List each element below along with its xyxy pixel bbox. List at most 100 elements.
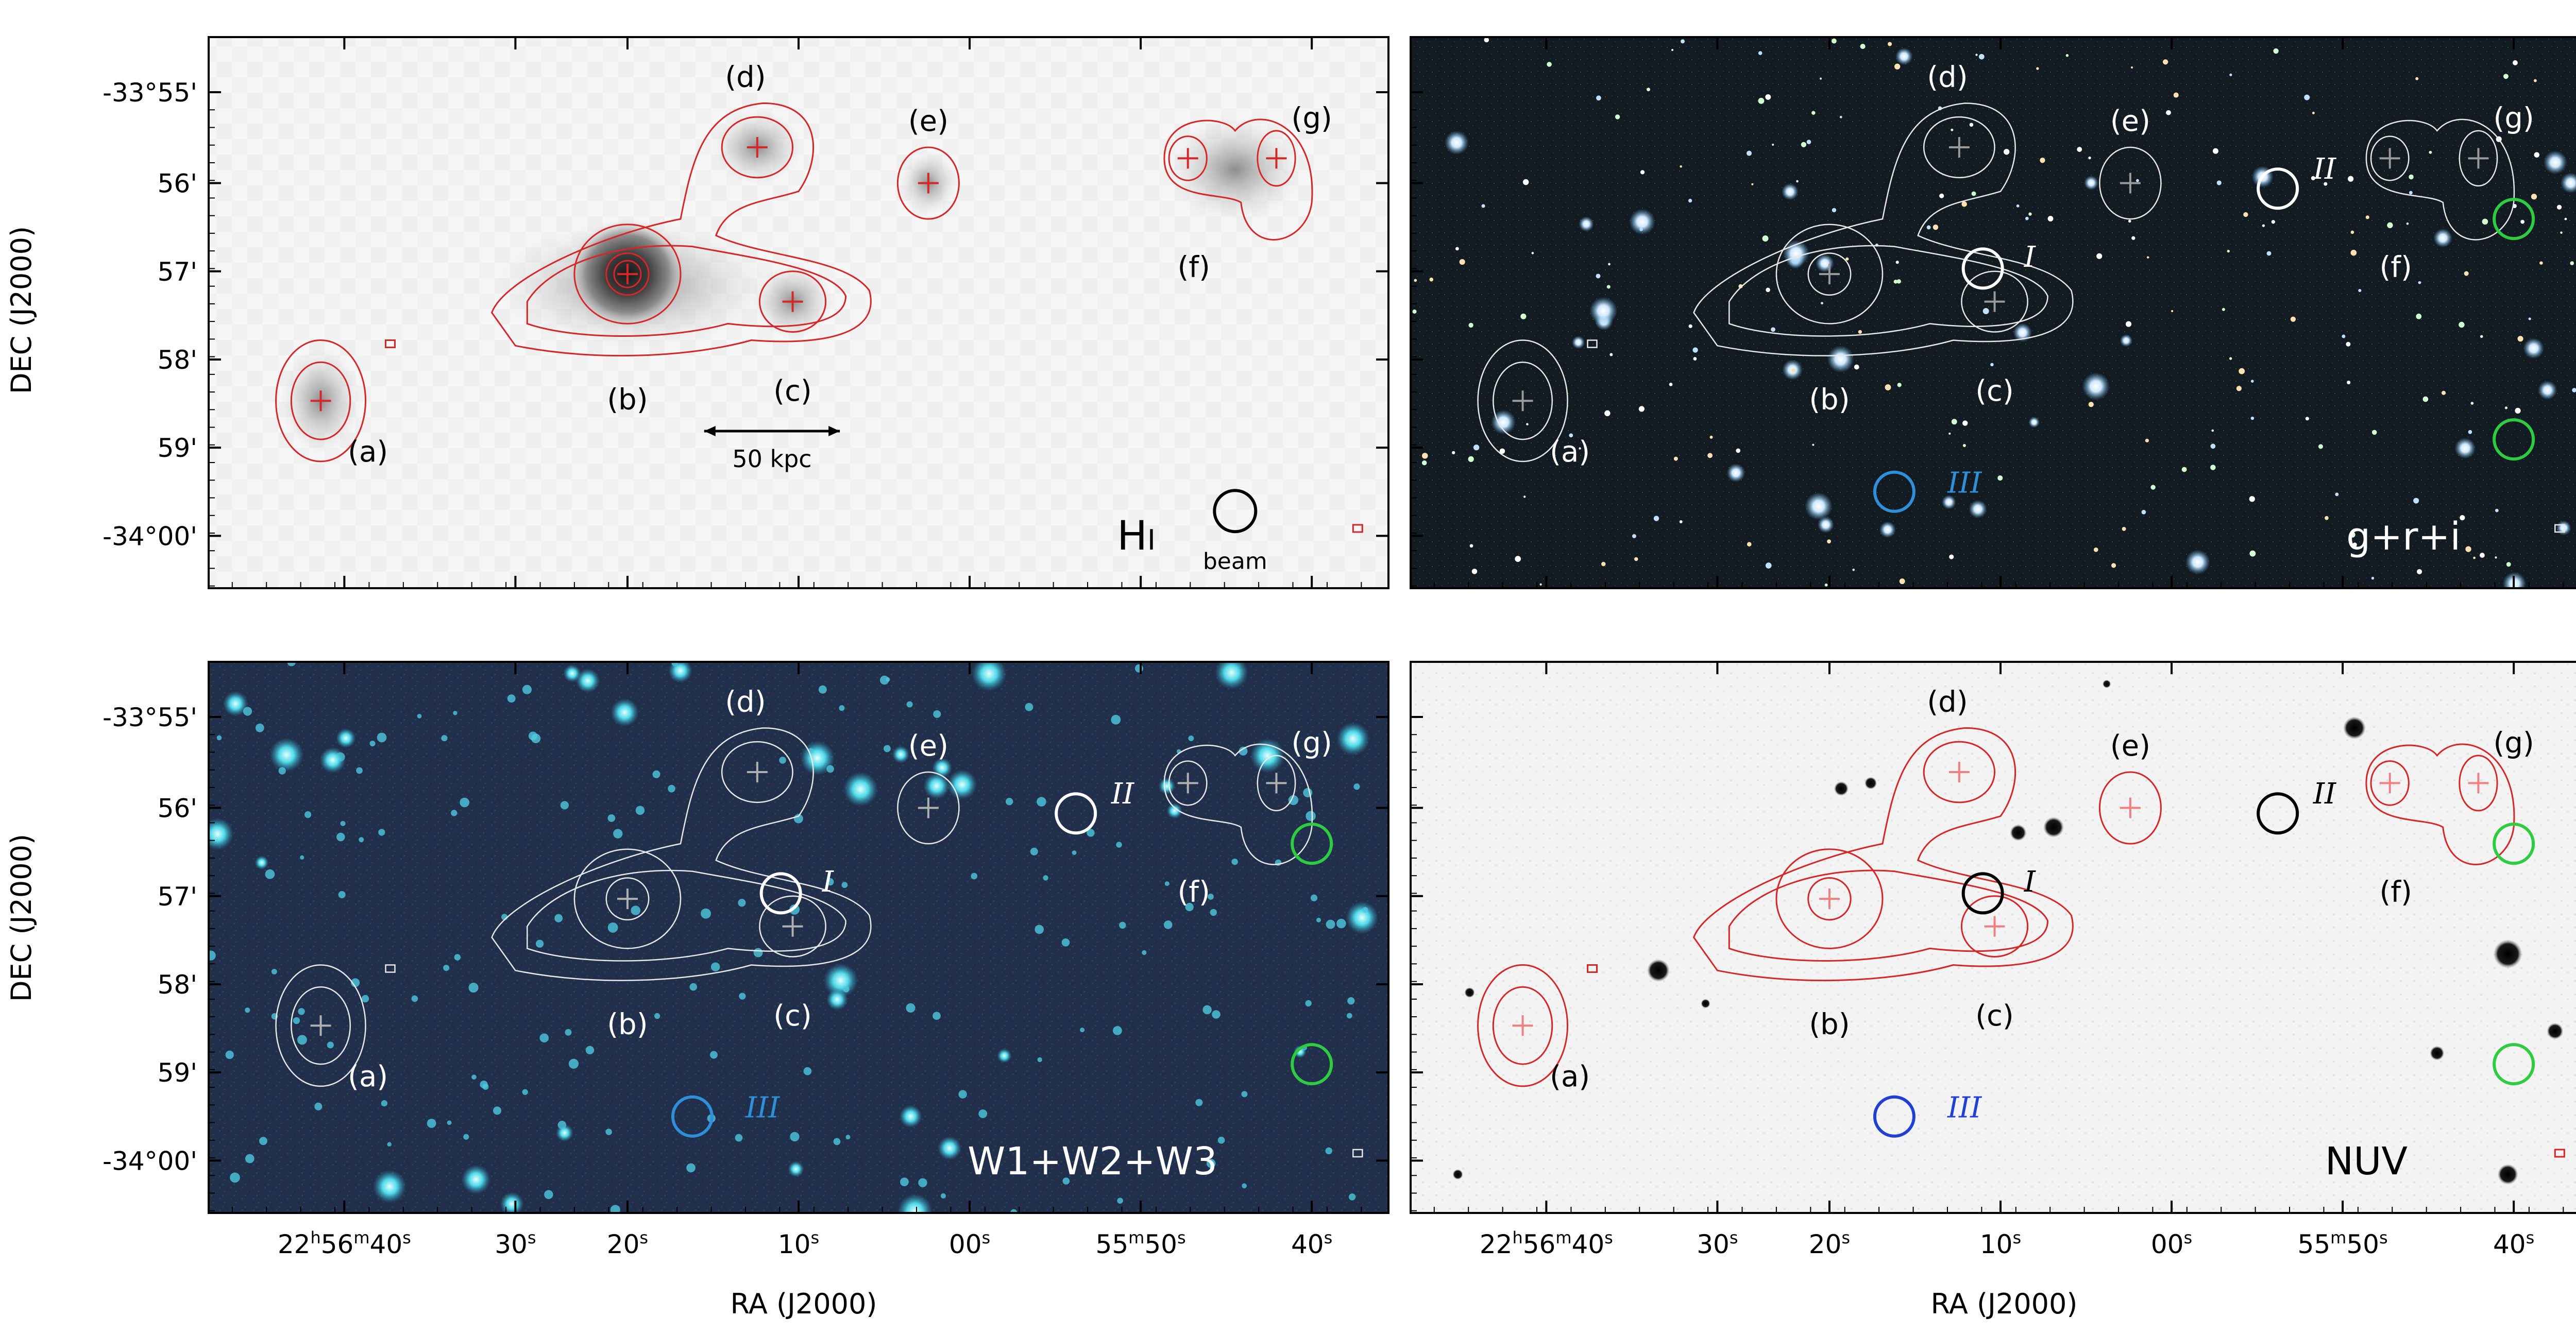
dec-tick-label: 58' [158, 345, 197, 375]
star [387, 1142, 392, 1147]
star [2495, 508, 2499, 512]
star [1629, 209, 1655, 235]
star [1116, 842, 1122, 848]
star [1452, 451, 1455, 455]
star [2013, 323, 2032, 343]
contour-a-inner [291, 986, 351, 1065]
green-circle [2493, 1043, 2535, 1086]
source-label-a: (a) [348, 1060, 388, 1093]
star [245, 1007, 250, 1013]
star [1215, 662, 1248, 690]
contour-inner-d [721, 116, 794, 179]
contour-outer [1693, 102, 2074, 356]
nuv-background [1411, 662, 2576, 1213]
star [271, 968, 277, 974]
star [1547, 62, 1552, 67]
candidate-circle-II [2257, 792, 2299, 835]
contour-fg [1163, 118, 1313, 241]
ra-tick-label: 55m50s [1096, 1228, 1186, 1259]
uv-source [1647, 959, 1670, 982]
star [2128, 219, 2131, 223]
green-circle [2493, 418, 2535, 461]
star [1969, 500, 1987, 519]
source-label-c: (c) [773, 374, 811, 408]
star [2465, 546, 2471, 552]
uv-source [1452, 1169, 1463, 1180]
star [892, 745, 910, 763]
source-label-e: (e) [2110, 729, 2150, 763]
star [2210, 465, 2216, 470]
star [826, 988, 848, 1011]
star [635, 806, 645, 815]
uv-source [1865, 777, 1877, 790]
star [1117, 1198, 1123, 1204]
star [1896, 279, 1901, 284]
star [338, 891, 346, 899]
star [1362, 907, 1368, 913]
wise-background [209, 662, 1388, 1213]
star [1037, 797, 1046, 807]
panels: (a) (b) (c) (d) (e) (f) (g) HI beam 50 kpc -33°55'… [103, 36, 2576, 1259]
star [1831, 38, 1837, 44]
candidate-label-II: II [2313, 152, 2337, 186]
star [2096, 253, 2103, 259]
star [441, 734, 448, 742]
star [1812, 443, 1815, 446]
star [686, 1163, 696, 1173]
star [826, 765, 834, 773]
star [1412, 309, 1417, 314]
star [1210, 909, 1217, 916]
star [209, 950, 216, 961]
star [2325, 516, 2329, 520]
star [2441, 390, 2446, 395]
star [1471, 569, 1478, 574]
contour-speck [2554, 1149, 2565, 1158]
star [1897, 383, 1902, 387]
star [2229, 357, 2232, 360]
star [531, 733, 541, 743]
star [2273, 48, 2279, 54]
contour-a-outer [1477, 964, 1569, 1087]
contour-inner-b [1775, 224, 1884, 324]
contour-outer [490, 102, 872, 357]
star [565, 1029, 572, 1036]
star [1212, 1010, 1221, 1019]
star [2350, 249, 2357, 256]
star [1638, 406, 1645, 412]
star [1747, 542, 1752, 546]
star [2083, 175, 2099, 191]
star [2350, 230, 2354, 234]
star [2025, 216, 2029, 220]
star [1030, 847, 1038, 856]
star [1080, 1028, 1085, 1033]
contour-core-b [1807, 252, 1852, 296]
star [1827, 345, 1854, 373]
star [1468, 456, 1474, 463]
star [1679, 520, 1683, 523]
star [2422, 396, 2429, 402]
star [1241, 1091, 1248, 1098]
star [1043, 875, 1048, 881]
star [2560, 173, 2576, 194]
contour-core-b [605, 252, 650, 296]
contour-e [2098, 771, 2162, 845]
star [544, 1190, 553, 1199]
star [1608, 263, 1611, 266]
contour-f-inner [2370, 760, 2410, 806]
star [1609, 353, 1613, 356]
star [1481, 204, 1485, 208]
star [1346, 1013, 1352, 1019]
contour-inner-d [1923, 741, 1996, 803]
star [1596, 95, 1601, 101]
ra-tick-label: 22h56m40s [1480, 1228, 1613, 1259]
star [1832, 208, 1837, 213]
star [1217, 1136, 1225, 1144]
star [1005, 798, 1013, 806]
star [2271, 220, 2275, 224]
star [1791, 368, 1795, 372]
star [803, 1067, 812, 1075]
star [668, 784, 675, 793]
star [1520, 313, 1527, 319]
star [2093, 547, 2098, 552]
